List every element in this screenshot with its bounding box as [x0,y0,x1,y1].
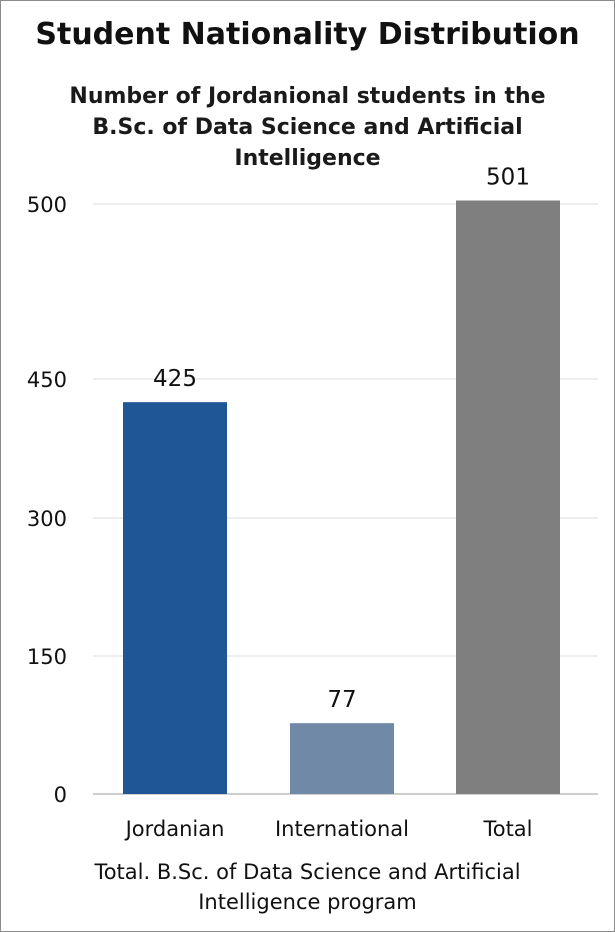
value-label-jordanian: 425 [153,366,197,392]
bar-jordanian [123,402,227,794]
bar-international [290,723,394,794]
y-tick-label: 300 [27,507,67,531]
x-tick-label-international: International [275,817,409,841]
x-tick-label-total: Total [482,817,532,841]
chart-title: Student Nationality Distribution [35,17,580,52]
y-tick-label: 0 [54,783,67,807]
y-tick-label: 150 [27,645,67,669]
value-label-international: 77 [327,687,356,713]
chart-subtitle: Number of Jordanional students in the B.… [69,84,546,171]
y-tick-label: 500 [27,193,67,217]
value-label-total: 501 [486,165,530,191]
bar-total [456,200,560,794]
x-tick-label-jordanian: Jordanian [124,817,225,841]
x-axis-title: Total. B.Sc. of Data Science and Artific… [94,860,521,914]
y-tick-label: 450 [27,368,67,392]
